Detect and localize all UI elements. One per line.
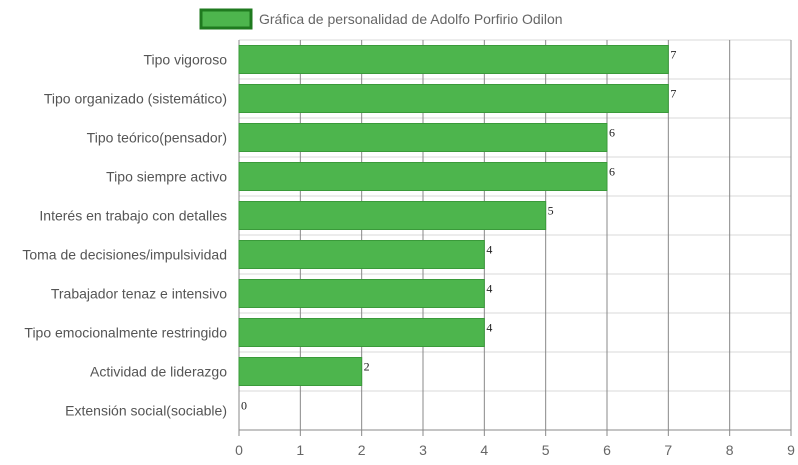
data-label: 7	[670, 48, 676, 62]
data-label: 5	[548, 204, 554, 218]
data-label: 4	[486, 282, 492, 296]
x-tick-label: 0	[235, 442, 243, 458]
bar[interactable]	[238, 123, 608, 152]
data-label: 4	[486, 243, 492, 257]
bar[interactable]	[238, 279, 485, 308]
legend[interactable]: Gráfica de personalidad de Adolfo Porfir…	[199, 8, 563, 30]
x-tick-label: 4	[480, 442, 488, 458]
category-label: Trabajador tenaz e intensivo	[51, 286, 227, 302]
category-label: Extensión social(sociable)	[65, 403, 227, 419]
category-label: Tipo organizado (sistemático)	[44, 91, 227, 107]
bar[interactable]	[238, 201, 547, 230]
bars	[238, 45, 669, 386]
category-label: Tipo teórico(pensador)	[87, 130, 227, 146]
x-tick-label: 5	[542, 442, 550, 458]
x-tick-label: 2	[358, 442, 366, 458]
x-tick-label: 8	[726, 442, 734, 458]
category-label: Tipo siempre activo	[106, 169, 227, 185]
x-tick-label: 6	[603, 442, 611, 458]
data-label: 6	[609, 165, 615, 179]
category-label: Interés en trabajo con detalles	[39, 208, 227, 224]
bar[interactable]	[238, 45, 669, 74]
x-tick-label: 9	[787, 442, 795, 458]
category-label: Toma de decisiones/impulsividad	[22, 247, 227, 263]
category-labels: Tipo vigoroso Tipo organizado (sistemátic…	[22, 52, 227, 419]
bar[interactable]	[238, 162, 608, 191]
data-label: 4	[486, 321, 492, 335]
data-label: 6	[609, 126, 615, 140]
bar[interactable]	[238, 357, 363, 386]
bar[interactable]	[238, 240, 485, 269]
x-axis-ticks: 0 1 2 3 4 5 6 7 8 9	[235, 442, 795, 458]
legend-swatch	[199, 8, 253, 30]
x-tick-label: 3	[419, 442, 427, 458]
category-label: Tipo emocionalmente restringido	[24, 325, 227, 341]
bar[interactable]	[238, 318, 485, 347]
legend-label: Gráfica de personalidad de Adolfo Porfir…	[259, 11, 563, 27]
category-label: Tipo vigoroso	[143, 52, 227, 68]
data-label: 0	[241, 399, 247, 413]
value-labels: 7 7 6 6 5 4 4 4 2 0	[241, 48, 676, 413]
x-tick-label: 7	[664, 442, 672, 458]
bar[interactable]	[238, 84, 669, 113]
x-tick-label: 1	[296, 442, 304, 458]
category-label: Actividad de liderazgo	[90, 364, 227, 380]
data-label: 7	[670, 87, 676, 101]
data-label: 2	[364, 360, 370, 374]
